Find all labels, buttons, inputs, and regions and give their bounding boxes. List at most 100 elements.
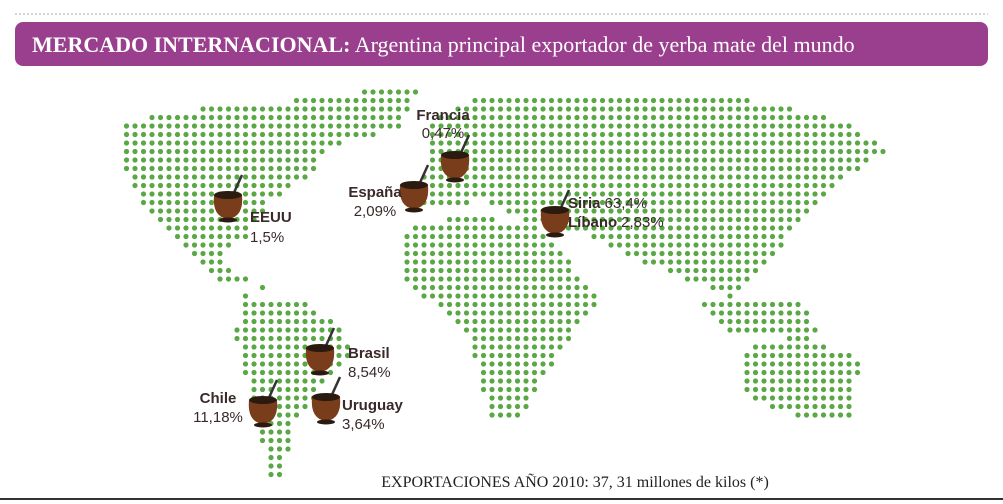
map-dot <box>769 250 776 257</box>
map-dot <box>591 157 597 163</box>
map-dot <box>735 310 742 316</box>
map-dot <box>506 165 512 172</box>
map-dot <box>718 191 725 197</box>
map-dot <box>523 114 529 121</box>
map-dot <box>540 250 546 257</box>
map-dot <box>633 165 640 172</box>
map-dot <box>174 199 181 206</box>
map-dot <box>480 216 487 223</box>
map-dot <box>523 157 529 163</box>
map-dot <box>166 148 172 155</box>
map-dot <box>642 174 648 180</box>
map-dot <box>591 301 597 308</box>
map-dot <box>140 157 147 163</box>
map-dot <box>268 463 274 469</box>
map-dot <box>276 352 283 359</box>
map-dot <box>795 344 801 350</box>
map-dot <box>803 369 810 376</box>
map-dot <box>786 386 793 393</box>
map-dot <box>727 225 733 231</box>
map-dot <box>693 148 699 155</box>
map-dot <box>701 276 708 282</box>
map-dot <box>803 395 810 401</box>
map-dot <box>217 174 223 180</box>
map-dot <box>710 276 716 282</box>
map-dot <box>489 361 495 367</box>
map-dot <box>463 191 470 197</box>
map-dot <box>676 97 682 104</box>
map-dot <box>166 216 172 223</box>
map-dot <box>625 191 631 197</box>
map-dot <box>676 199 682 206</box>
map-dot <box>514 327 521 333</box>
map-dot <box>795 208 801 214</box>
map-dot <box>752 369 759 376</box>
map-dot <box>710 267 716 274</box>
map-dot <box>285 148 291 155</box>
map-dot <box>540 310 546 316</box>
map-dot <box>497 267 504 274</box>
map-dot <box>591 97 597 104</box>
map-dot <box>217 267 223 274</box>
map-dot <box>667 140 674 146</box>
map-dot <box>523 250 529 257</box>
map-dot <box>786 369 793 376</box>
map-dot <box>234 114 240 121</box>
map-dot <box>157 191 164 197</box>
map-dot <box>225 174 232 180</box>
map-dot <box>540 242 546 248</box>
map-dot <box>310 123 317 129</box>
map-dot <box>769 157 776 163</box>
map-dot <box>701 191 708 197</box>
map-dot <box>769 191 776 197</box>
map-dot <box>565 267 572 274</box>
map-dot <box>191 242 198 248</box>
map-dot <box>727 318 733 325</box>
map-dot <box>302 114 308 121</box>
map-dot <box>633 106 640 112</box>
map-dot <box>735 191 742 197</box>
map-dot <box>718 301 725 308</box>
map-dot <box>744 157 750 163</box>
map-dot <box>174 123 181 129</box>
map-dot <box>625 174 631 180</box>
map-dot <box>251 327 257 333</box>
map-dot <box>514 131 521 138</box>
map-dot <box>574 284 580 291</box>
map-dot <box>497 310 504 316</box>
map-dot <box>174 225 181 231</box>
map-dot <box>778 403 784 410</box>
map-dot <box>489 242 495 248</box>
map-dot <box>752 174 759 180</box>
map-dot <box>310 131 317 138</box>
map-dot <box>650 199 657 206</box>
map-dot <box>472 97 478 104</box>
map-dot <box>548 344 555 350</box>
map-dot <box>599 191 606 197</box>
map-dot <box>276 114 283 121</box>
map-dot <box>735 140 742 146</box>
map-dot <box>769 310 776 316</box>
map-dot <box>599 174 606 180</box>
map-dot <box>795 327 801 333</box>
map-dot <box>829 140 835 146</box>
map-dot <box>421 225 427 231</box>
map-dot <box>344 131 351 138</box>
map-dot <box>497 403 504 410</box>
map-dot <box>140 123 147 129</box>
map-dot <box>259 310 266 316</box>
map-dot <box>531 131 538 138</box>
map-dot <box>506 114 512 121</box>
map-dot <box>480 191 487 197</box>
map-dot <box>582 123 589 129</box>
country-name: Francia <box>416 107 470 124</box>
map-dot <box>591 191 597 197</box>
map-dot <box>846 395 852 401</box>
map-dot <box>565 182 572 189</box>
map-dot <box>489 216 495 223</box>
map-dot <box>625 106 631 112</box>
map-dot <box>446 276 453 282</box>
map-dot <box>667 97 674 104</box>
map-dot <box>319 378 325 384</box>
map-dot <box>497 361 504 367</box>
